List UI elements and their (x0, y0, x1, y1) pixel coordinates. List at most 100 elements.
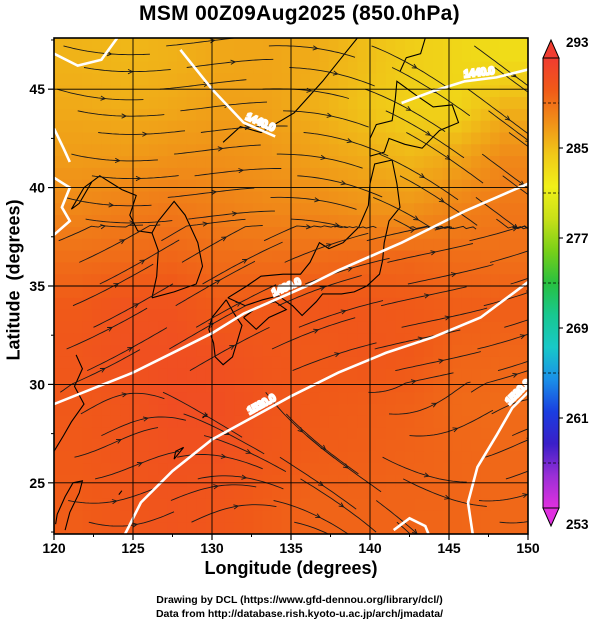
field-cell (234, 179, 245, 193)
field-cell (528, 121, 538, 133)
field-cell (452, 156, 463, 169)
field-cell (518, 156, 528, 169)
credit-data-source: Data from http://database.rish.kyoto-u.a… (155, 608, 444, 620)
field-cell (82, 345, 93, 358)
field-cell (480, 238, 491, 252)
field-cell (291, 179, 302, 193)
field-cell (480, 368, 491, 382)
field-cell (338, 356, 349, 370)
field-cell (376, 191, 387, 204)
field-cell (528, 168, 538, 180)
field-cell (319, 120, 330, 134)
streamline-arrow (423, 472, 430, 478)
field-cell (404, 356, 415, 370)
field-cell (186, 333, 197, 346)
field-cell (433, 475, 444, 488)
field-cell (518, 108, 528, 122)
field-cell (452, 345, 463, 358)
field-cell (253, 38, 264, 51)
field-cell (158, 179, 169, 193)
field-cell (357, 167, 368, 181)
field-cell (423, 286, 434, 299)
field-cell (186, 179, 197, 193)
field-cell (328, 427, 339, 441)
field-cell (480, 274, 491, 287)
field-cell (366, 333, 377, 346)
field-cell (395, 510, 406, 523)
field-cell (528, 369, 538, 381)
field-cell (262, 61, 273, 75)
field-cell (310, 486, 321, 500)
field-cell (148, 345, 159, 358)
field-cell (234, 486, 245, 500)
field-cell (310, 203, 321, 216)
field-cell (139, 262, 150, 275)
field-cell (310, 167, 321, 181)
field-cell (461, 380, 472, 393)
field-cell (404, 238, 415, 252)
field-cell (376, 167, 387, 181)
streamline (166, 38, 240, 47)
field-cell (404, 404, 415, 417)
field-cell (300, 439, 311, 452)
field-cell (347, 498, 358, 512)
field-cell (490, 49, 501, 63)
field-cell (414, 215, 425, 228)
field-cell (139, 427, 150, 441)
streamline-arrow (129, 220, 136, 226)
field-cell (54, 463, 65, 476)
field-cell (91, 203, 102, 216)
field-cell (196, 368, 207, 382)
field-cell (347, 475, 358, 488)
field-cell (120, 191, 131, 204)
field-cell (215, 439, 226, 452)
field-cell (357, 368, 368, 382)
field-cell (101, 286, 112, 299)
field-cell (518, 238, 528, 252)
field-cell (310, 498, 321, 512)
streamline (294, 521, 330, 534)
field-cell (291, 404, 302, 417)
colorbar-tick-label: 285 (566, 141, 589, 156)
field-cell (291, 510, 302, 523)
field-cell (91, 61, 102, 75)
field-cell (63, 38, 74, 51)
field-cell (215, 215, 226, 228)
field-cell (471, 486, 482, 500)
field-cell (272, 120, 283, 134)
field-cell (139, 286, 150, 299)
field-cell (63, 333, 74, 346)
field-cell (366, 463, 377, 476)
field-cell (310, 309, 321, 323)
field-cell (404, 510, 415, 523)
field-cell (73, 38, 84, 51)
field-cell (452, 49, 463, 63)
streamline (175, 260, 256, 307)
streamline (191, 504, 277, 523)
field-cell (281, 38, 292, 51)
field-cell (490, 203, 501, 216)
field-cell (442, 333, 453, 346)
field-cell (433, 38, 444, 51)
field-cell (499, 156, 510, 169)
field-cell (442, 321, 453, 334)
field-cell (205, 85, 216, 98)
field-cell (471, 286, 482, 299)
field-cell (167, 203, 178, 216)
field-cell (376, 274, 387, 287)
streamline (407, 264, 494, 285)
field-cell (499, 404, 510, 417)
field-cell (82, 451, 93, 464)
field-cell (120, 238, 131, 252)
field-cell (253, 85, 264, 98)
field-cell (262, 486, 273, 500)
field-cell (404, 250, 415, 264)
field-cell (177, 475, 188, 488)
field-cell (395, 227, 406, 240)
field-cell (82, 415, 93, 429)
field-cell (395, 215, 406, 228)
field-cell (442, 85, 453, 98)
field-cell (471, 85, 482, 98)
field-cell (376, 286, 387, 299)
field-cell (404, 498, 415, 512)
